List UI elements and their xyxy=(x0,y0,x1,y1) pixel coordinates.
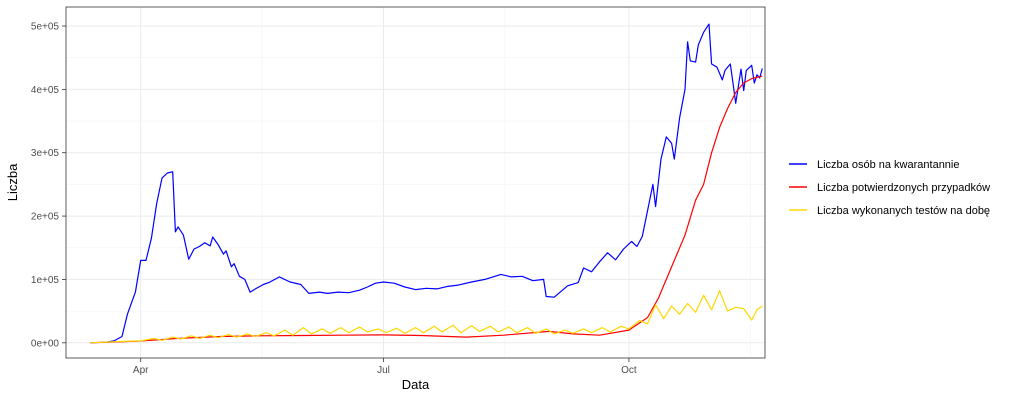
series-line-3 xyxy=(89,290,763,344)
y-tick-label: 5e+05 xyxy=(31,22,60,33)
panel-border xyxy=(65,6,766,359)
y-axis-title: Liczba xyxy=(5,163,20,201)
y-tick-label: 2e+05 xyxy=(31,212,60,223)
y-tick-label: 3e+05 xyxy=(31,148,60,159)
series-line-1 xyxy=(89,23,763,344)
series-lines xyxy=(89,23,763,344)
legend: Liczba osób na kwarantannie Liczba potwie… xyxy=(789,159,990,217)
legend-label-2: Liczba potwierdzonych przypadków xyxy=(817,182,990,194)
x-axis-title: Data xyxy=(402,377,430,392)
y-tick-label: 1e+05 xyxy=(31,275,60,286)
x-tick-label: Apr xyxy=(133,365,149,376)
y-tick-label: 0e+00 xyxy=(31,338,60,349)
y-tick-label: 4e+05 xyxy=(31,85,60,96)
x-axis-ticks: Apr Jul Oct xyxy=(133,358,637,376)
legend-label-1: Liczba osób na kwarantannie xyxy=(817,159,959,171)
panel-background xyxy=(66,7,765,358)
x-tick-label: Oct xyxy=(621,365,637,376)
plot-panel xyxy=(66,7,765,358)
x-tick-label: Jul xyxy=(377,365,390,376)
legend-label-3: Liczba wykonanych testów na dobę xyxy=(817,205,990,217)
y-axis-ticks: 0e+00 1e+05 2e+05 3e+05 4e+05 5e+05 xyxy=(31,22,66,349)
series-line-2 xyxy=(89,75,763,344)
